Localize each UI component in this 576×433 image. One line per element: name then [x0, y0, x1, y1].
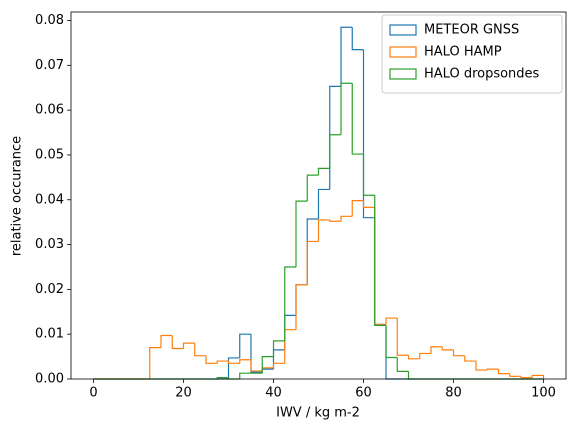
histogram-step	[295, 284, 308, 316]
histogram-step	[340, 26, 353, 87]
histogram-step	[531, 374, 545, 379]
histogram-step	[452, 349, 465, 357]
legend-box	[381, 14, 563, 94]
plot-frame	[70, 11, 567, 380]
histogram-step	[374, 217, 386, 326]
histogram-step	[205, 355, 218, 364]
histogram-step	[239, 372, 251, 379]
histogram-step	[441, 346, 454, 351]
histogram-step	[464, 355, 476, 362]
histogram-step	[374, 207, 386, 325]
histogram-step	[160, 334, 173, 348]
y-tick-label: 0.02	[35, 282, 64, 297]
legend-swatch	[389, 24, 417, 36]
histogram-step	[351, 83, 364, 155]
x-tick-label: 20	[175, 386, 192, 401]
histogram-step	[216, 377, 229, 379]
histogram-step	[475, 361, 488, 371]
x-tick-label: 0	[89, 386, 97, 401]
histogram-step	[194, 343, 206, 357]
histogram-step	[250, 359, 263, 372]
histogram-step	[396, 318, 409, 356]
histogram-step	[272, 349, 285, 370]
histogram-step	[216, 360, 229, 364]
histogram-step	[306, 240, 319, 285]
legend-label: METEOR GNSS	[424, 23, 519, 38]
histogram-step	[227, 361, 240, 364]
histogram-step	[362, 154, 375, 196]
y-axis-label: relative occurance	[10, 136, 25, 256]
histogram-step	[351, 200, 364, 217]
histogram-step	[407, 355, 420, 360]
histogram-step	[486, 368, 499, 371]
x-axis-label: IWV / kg m-2	[276, 406, 360, 421]
x-tick-label: 40	[265, 386, 282, 401]
histogram-step	[329, 134, 341, 169]
histogram-step	[374, 195, 386, 326]
histogram-step	[227, 357, 240, 379]
histogram-step	[385, 317, 398, 325]
histogram-step	[261, 368, 274, 373]
histogram-step	[317, 219, 330, 242]
y-tick-label: 0.06	[35, 103, 64, 118]
histogram-step	[407, 371, 420, 380]
histogram-step	[329, 219, 341, 222]
histogram-step	[284, 314, 296, 350]
x-tick-label: 100	[531, 386, 556, 401]
histogram-step	[340, 215, 353, 222]
histogram-step	[261, 355, 274, 374]
histogram-step	[306, 218, 319, 285]
histogram-step	[317, 167, 330, 176]
legend-swatch	[389, 46, 417, 58]
histogram-step	[250, 334, 263, 373]
histogram-step	[497, 369, 510, 375]
histogram-step	[171, 335, 184, 350]
histogram-step	[295, 200, 308, 267]
x-tick-label: 80	[445, 386, 462, 401]
legend-swatch	[389, 68, 417, 80]
y-tick-label: 0.01	[35, 327, 64, 342]
histogram-step	[239, 333, 251, 358]
histogram-step	[284, 329, 296, 364]
y-tick-label: 0.08	[35, 13, 64, 28]
legend-label: HALO HAMP	[424, 45, 502, 60]
histogram-step	[317, 188, 330, 220]
histogram-step	[362, 200, 375, 208]
histogram-step	[520, 376, 533, 379]
histogram-step	[385, 325, 398, 380]
legend-label: HALO dropsondes	[424, 67, 540, 82]
histogram-step	[340, 82, 353, 135]
histogram-step	[284, 266, 296, 341]
histogram-step	[295, 284, 308, 330]
histogram-step	[385, 325, 398, 359]
histogram-step	[306, 174, 319, 202]
y-tick-label: 0.04	[35, 192, 64, 207]
histogram-step	[182, 342, 195, 349]
histogram-step	[509, 373, 521, 377]
histogram-step	[329, 85, 341, 190]
y-tick-label: 0.05	[35, 147, 64, 162]
histogram-step	[351, 27, 364, 51]
histogram-step	[419, 352, 431, 359]
histogram-step	[272, 340, 285, 357]
y-tick-label: 0.00	[35, 372, 64, 387]
histogram-step	[272, 362, 285, 368]
y-tick-label: 0.07	[35, 58, 64, 73]
histogram-step	[362, 49, 375, 219]
histogram-step	[396, 357, 409, 372]
histogram-step	[430, 346, 443, 354]
histogram-step	[239, 359, 251, 364]
y-tick-label: 0.03	[35, 237, 64, 252]
x-tick-label: 60	[355, 386, 372, 401]
histogram-step	[149, 347, 161, 379]
